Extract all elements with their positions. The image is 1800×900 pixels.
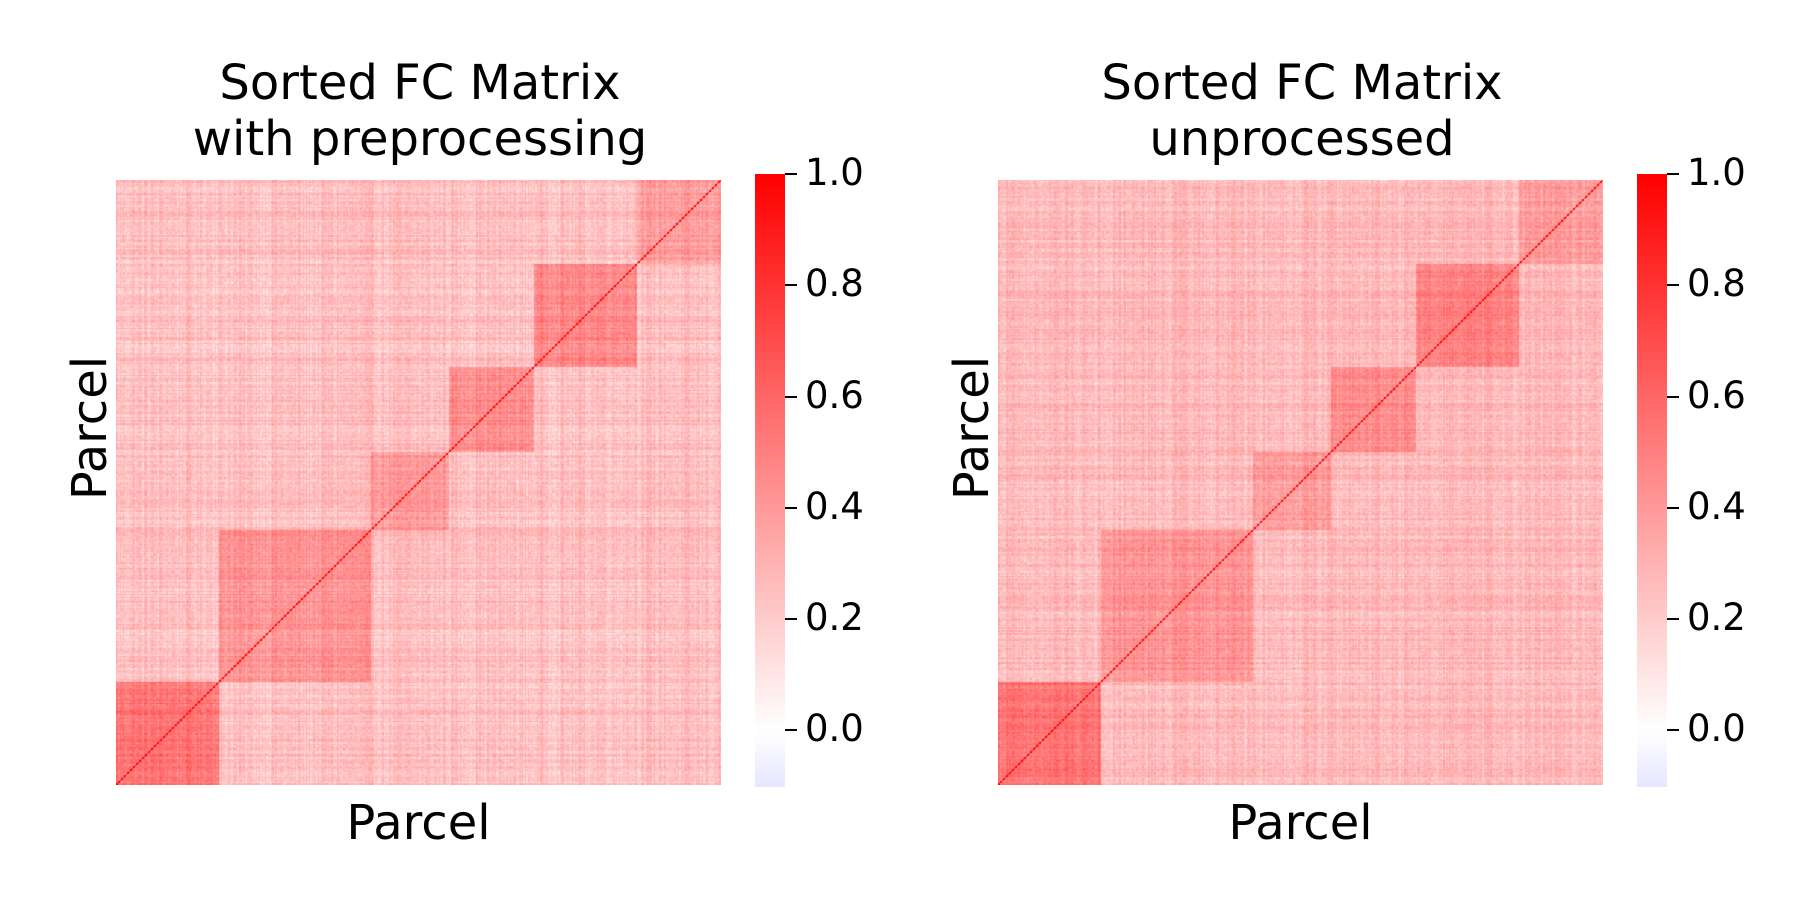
colorbar-tick [785,506,797,509]
colorbar-tick [785,395,797,398]
colorbar-tick-label: 0.0 [805,707,864,751]
chart-title: Sorted FC Matrix with preprocessing [192,55,648,167]
colorbar-tick [785,729,797,732]
x-axis-label: Parcel [1228,795,1373,851]
colorbar-tick [785,284,797,287]
colorbar [1637,174,1667,787]
colorbar-tick-label: 1.0 [1687,151,1746,194]
heatmap [998,180,1603,785]
colorbar-tick [785,618,797,621]
colorbar [755,174,785,787]
colorbar-tick-label: 0.0 [1687,707,1746,751]
colorbar-tick [1667,395,1679,398]
chart-panel-right: Sorted FC Matrix unprocessed Parcel Parc… [882,0,1762,900]
colorbar-tick-label: 0.2 [805,596,864,640]
chart-panel-left: Sorted FC Matrix with preprocessing Parc… [0,0,880,900]
colorbar-tick [1667,173,1679,175]
colorbar-tick-label: 0.4 [805,484,864,528]
chart-title: Sorted FC Matrix unprocessed [1101,55,1503,167]
colorbar-tick [1667,506,1679,509]
colorbar-tick-label: 0.2 [1687,596,1746,640]
y-axis-label: Parcel [62,355,118,501]
colorbar-tick-label: 0.6 [805,373,864,417]
colorbar-tick [1667,618,1679,621]
colorbar-tick [1667,284,1679,287]
colorbar-tick-label: 0.8 [1687,262,1746,306]
x-axis-label: Parcel [346,795,491,851]
colorbar-tick-label: 1.0 [805,151,864,194]
colorbar-tick-label: 0.8 [805,262,864,306]
colorbar-tick-label: 0.6 [1687,373,1746,417]
colorbar-tick [785,173,797,175]
colorbar-tick [1667,729,1679,732]
colorbar-tick-label: 0.4 [1687,484,1746,528]
heatmap [116,180,721,785]
y-axis-label: Parcel [944,355,1000,501]
